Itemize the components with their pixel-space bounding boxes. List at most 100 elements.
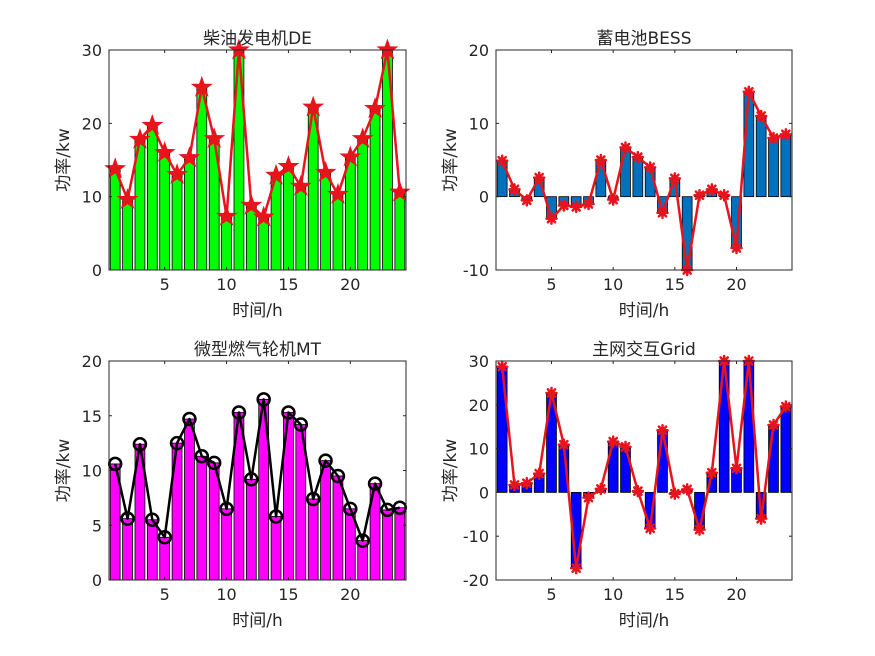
mt-point: [244, 472, 259, 487]
mt-ytick-label: 20: [82, 352, 102, 371]
grid-xtick-label: 15: [665, 585, 685, 604]
grid-axes-box: [495, 360, 793, 581]
de-bar: [196, 87, 208, 271]
de-ytick-label: 0: [92, 261, 102, 280]
grid-point: [520, 476, 534, 490]
grid-title: 主网交互Grid: [592, 340, 696, 360]
de-bar: [332, 194, 344, 271]
de-point: [178, 146, 201, 168]
de-point: [240, 193, 263, 215]
mt-point: [268, 509, 284, 524]
de-title: 柴油发电机DE: [203, 29, 312, 49]
mt-point: [367, 476, 383, 491]
mt-title: 微型燃气轮机MT: [194, 340, 322, 360]
de-point: [289, 174, 312, 196]
grid-panel: 5 10 15 20 -20 -10 0 10 20 30 主网交互Grid 时间/h 功率/kw: [441, 340, 793, 631]
bess-ylabel: 功率/kw: [441, 128, 461, 192]
bess-axes-box: [495, 49, 793, 271]
mt-bar: [245, 478, 257, 581]
de-point: [351, 127, 374, 149]
mt-point: [194, 449, 210, 464]
bess-ytick-label: 0: [479, 188, 489, 207]
grid-series-line: [500, 359, 787, 570]
grid-point: [606, 435, 620, 448]
de-bar: [109, 168, 121, 271]
mt-point: [182, 411, 197, 427]
mt-point: [318, 453, 333, 468]
mt-ytick-label: 15: [82, 407, 102, 426]
grid-xtick-label: 20: [726, 585, 746, 604]
mt-bar: [320, 460, 331, 581]
mt-point: [132, 436, 148, 452]
de-xtick-label: 20: [340, 275, 360, 294]
bess-point: [693, 188, 706, 202]
mt-point: [231, 405, 247, 420]
mt-point: [206, 455, 222, 471]
mt-bar: [382, 509, 393, 581]
mt-point: [330, 468, 346, 484]
grid-plot-area: [496, 361, 792, 580]
bess-ytick-label: -10: [463, 261, 489, 280]
bess-point: [631, 150, 645, 164]
mt-xtick-label: 10: [216, 585, 236, 604]
mt-xtick-label: 20: [340, 585, 360, 604]
de-ytick-label: 20: [82, 114, 102, 133]
de-xtick-label: 15: [278, 275, 298, 294]
bess-bar: [681, 196, 693, 271]
bess-point: [520, 194, 534, 207]
bess-xtick-label: 10: [603, 275, 623, 294]
de-point: [302, 95, 325, 117]
bess-point: [569, 200, 583, 214]
grid-point: [693, 523, 706, 536]
bess-point: [557, 199, 571, 212]
grid-point: [730, 462, 743, 475]
mt-xtick-label: 5: [160, 585, 170, 604]
mt-point: [157, 530, 172, 545]
bess-point: [717, 188, 731, 202]
mt-point: [281, 405, 296, 420]
mt-bar: [394, 507, 406, 581]
mt-ytick-label: 10: [82, 462, 102, 481]
bess-point: [705, 183, 719, 196]
grid-bar: [780, 406, 792, 493]
grid-point: [594, 482, 608, 496]
bess-point: [668, 172, 682, 185]
grid-xtick-label: 10: [603, 585, 623, 604]
de-ytick-label: 10: [82, 188, 102, 207]
grid-bar: [607, 441, 619, 493]
de-point: [104, 157, 127, 179]
mt-bar: [270, 516, 282, 581]
bess-point: [545, 212, 558, 225]
mt-point: [219, 501, 234, 517]
bess-point: [532, 171, 546, 184]
de-axes-box: [108, 49, 407, 271]
grid-point: [705, 466, 719, 479]
mt-ylabel: 功率/kw: [54, 439, 74, 503]
grid-point: [656, 423, 669, 437]
bess-point: [656, 206, 669, 220]
de-bar: [283, 166, 294, 271]
grid-point: [779, 400, 793, 413]
mt-bar: [122, 518, 133, 581]
de-panel: 5 10 15 20 0 10 20 30 柴油发电机DE 时间/h 功率/kw: [54, 29, 411, 321]
de-bar: [146, 125, 158, 271]
de-point: [277, 155, 300, 176]
de-bar: [258, 216, 270, 271]
grid-point: [631, 484, 645, 498]
bess-point: [495, 154, 509, 167]
de-point: [364, 97, 387, 118]
grid-point: [532, 467, 546, 480]
bess-xlabel: 时间/h: [619, 301, 670, 321]
grid-bar: [496, 366, 508, 493]
bess-point: [742, 85, 756, 99]
mt-ytick-label: 0: [92, 571, 102, 590]
bess-point: [730, 241, 743, 255]
mt-bar: [221, 508, 232, 581]
bess-ytick-label: 20: [469, 41, 489, 60]
mt-bar: [184, 418, 195, 581]
mt-point: [293, 417, 309, 432]
bess-title: 蓄电池BESS: [597, 29, 692, 49]
bess-point: [508, 183, 521, 196]
de-ytick-label: 30: [82, 41, 102, 60]
